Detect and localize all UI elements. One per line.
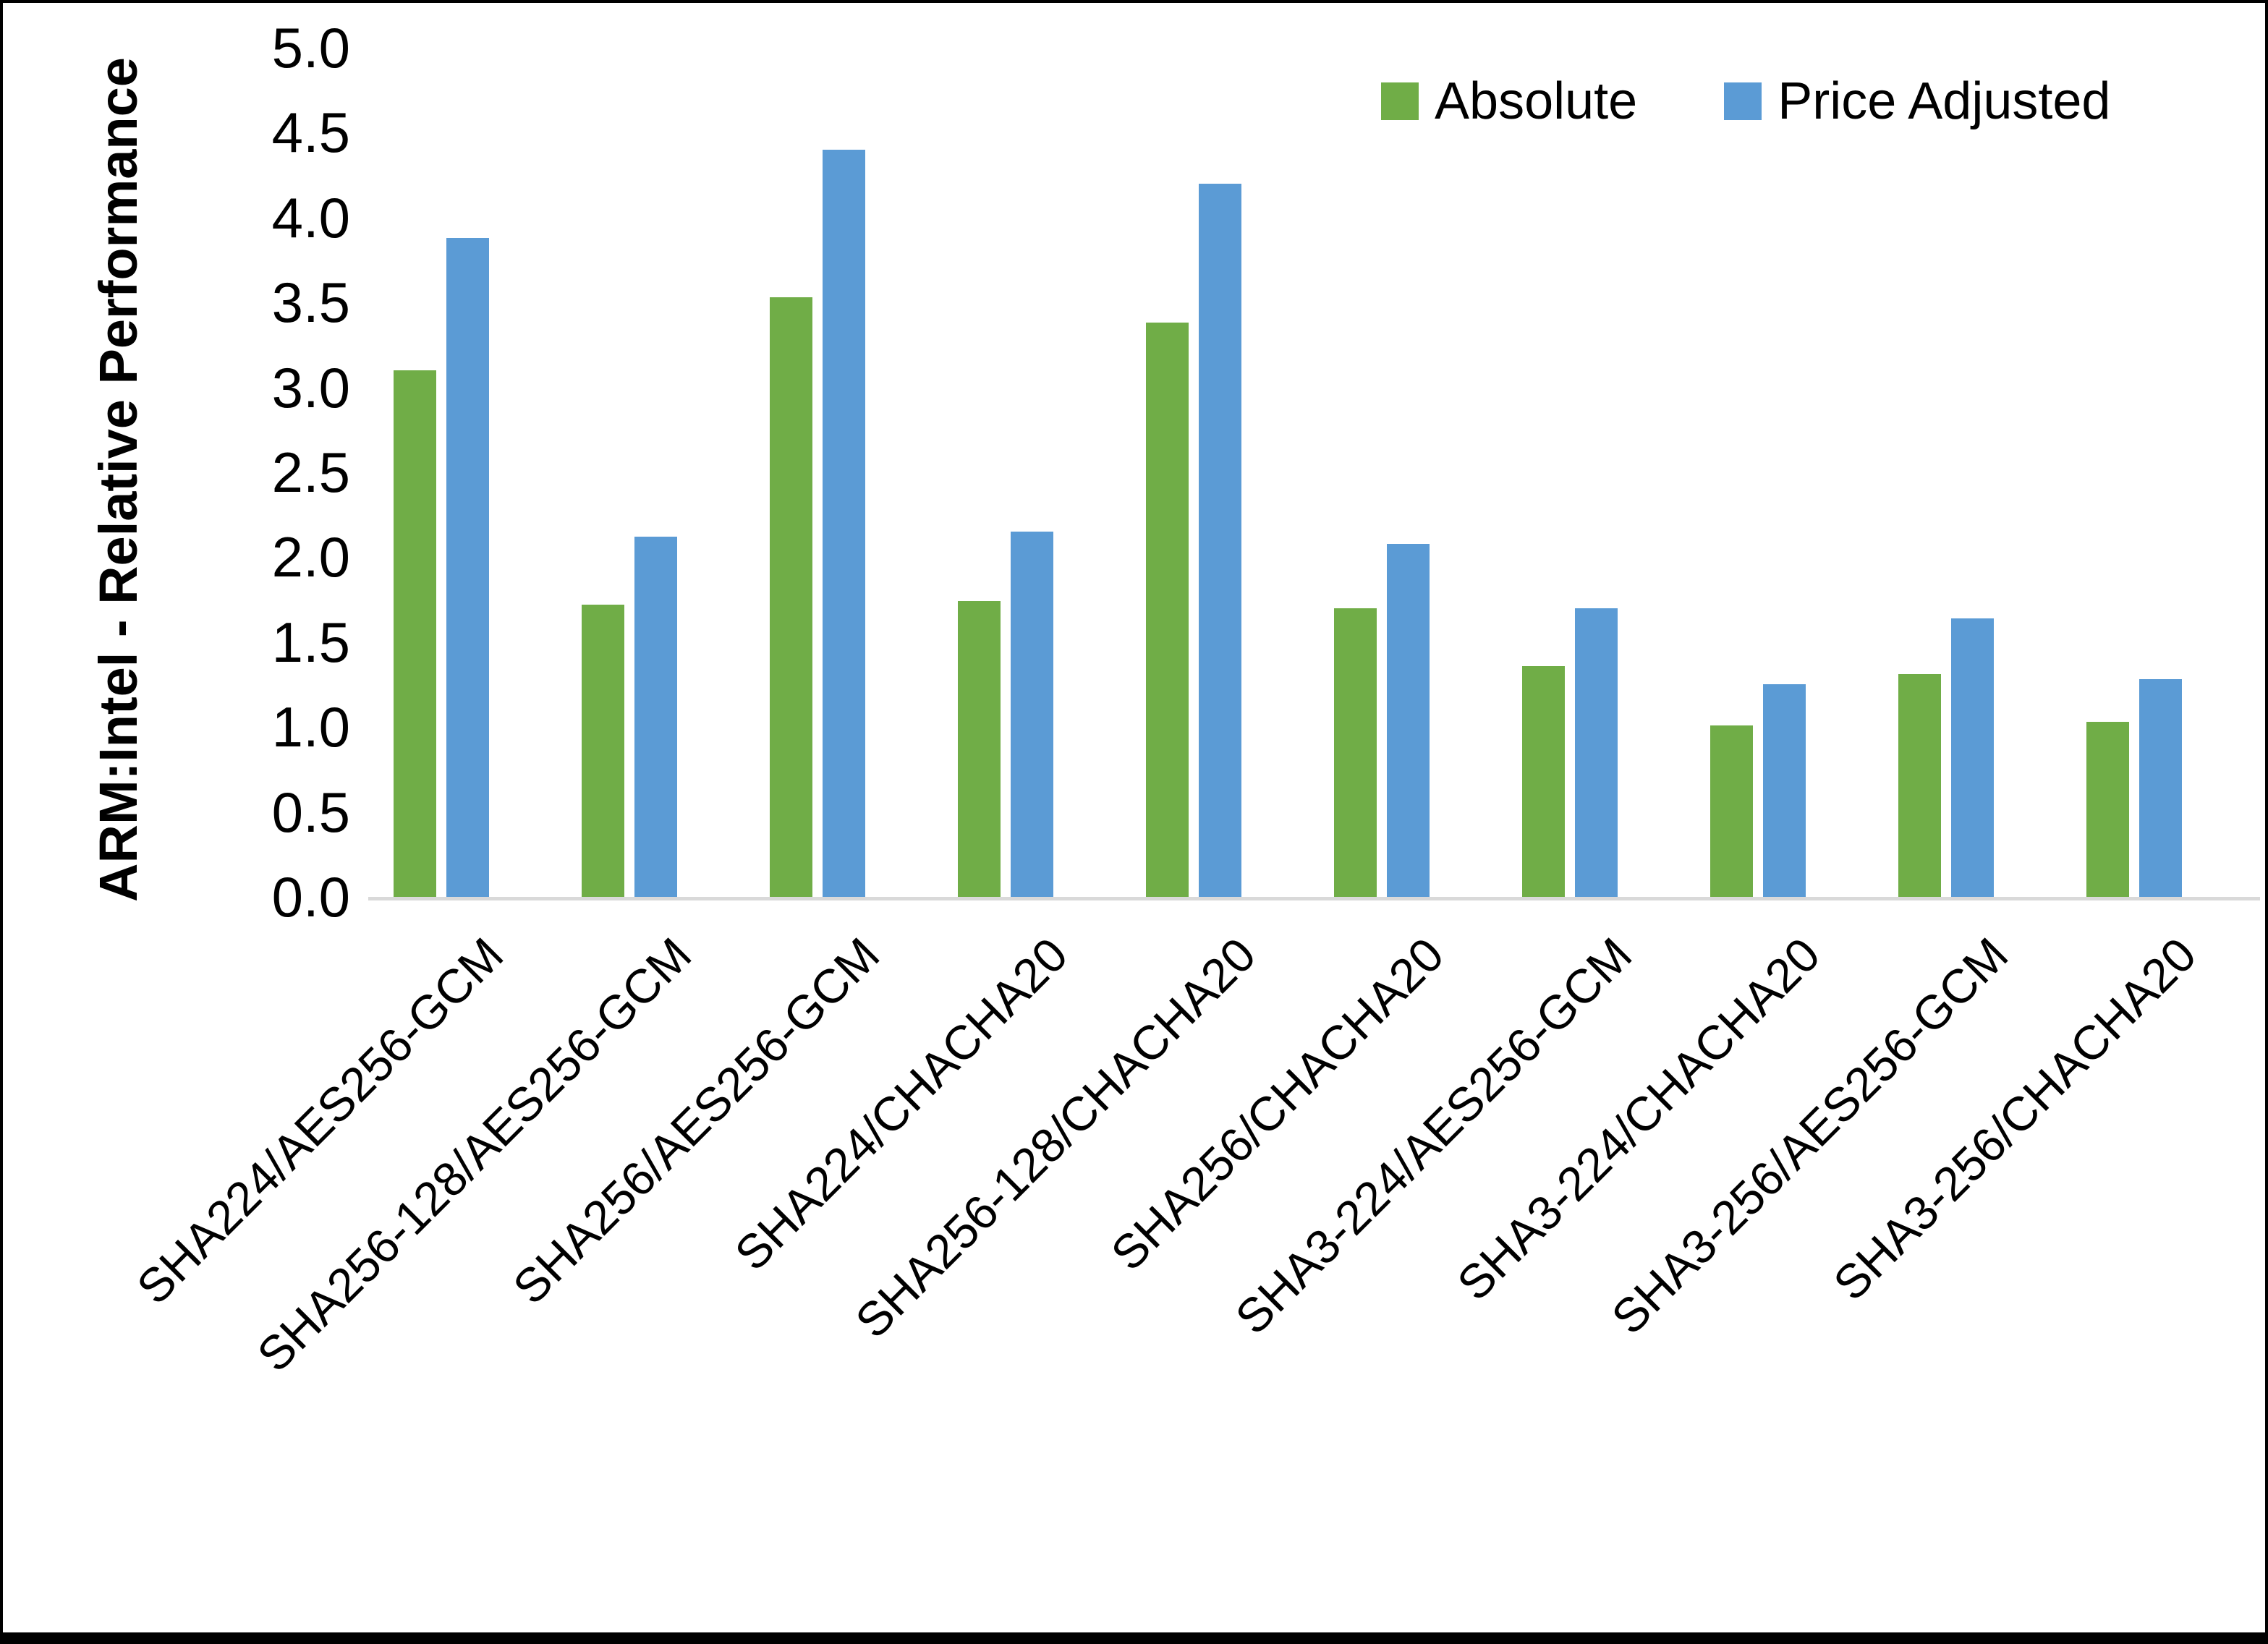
legend-item-absolute: Absolute: [1381, 72, 1637, 130]
bar-price-adjusted-6: [1575, 608, 1618, 897]
legend: Absolute Price Adjusted: [1381, 72, 2110, 130]
y-tick-0.0: 0.0: [271, 865, 350, 929]
bar-absolute-0: [394, 370, 436, 897]
bar-absolute-5: [1334, 608, 1377, 897]
y-tick-3.0: 3.0: [271, 356, 350, 419]
bar-absolute-7: [1710, 725, 1753, 897]
legend-label: Absolute: [1435, 72, 1638, 130]
bar-price-adjusted-0: [446, 238, 489, 897]
bar-price-adjusted-4: [1199, 184, 1241, 897]
y-tick-4.0: 4.0: [271, 186, 350, 250]
bar-absolute-6: [1522, 666, 1565, 897]
bar-price-adjusted-5: [1387, 544, 1430, 897]
bar-price-adjusted-7: [1763, 684, 1806, 897]
y-tick-0.5: 0.5: [271, 780, 350, 844]
bar-absolute-8: [1898, 674, 1941, 897]
y-tick-5.0: 5.0: [271, 16, 350, 80]
bar-price-adjusted-3: [1011, 532, 1053, 897]
bar-price-adjusted-9: [2139, 679, 2182, 897]
bar-absolute-3: [958, 601, 1001, 897]
bar-absolute-9: [2086, 722, 2129, 897]
y-tick-2.0: 2.0: [271, 525, 350, 589]
bar-absolute-1: [582, 605, 624, 897]
legend-item-price-adjusted: Price Adjusted: [1724, 72, 2110, 130]
y-axis-title: ARM:Intel - Relative Performance: [88, 57, 148, 902]
y-tick-1.0: 1.0: [271, 695, 350, 759]
legend-swatch-icon: [1724, 82, 1762, 120]
y-tick-2.5: 2.5: [271, 440, 350, 504]
plot-area: [368, 48, 2260, 900]
y-tick-4.5: 4.5: [271, 101, 350, 164]
bar-price-adjusted-8: [1951, 618, 1994, 897]
y-tick-3.5: 3.5: [271, 271, 350, 334]
bar-price-adjusted-1: [634, 537, 677, 897]
legend-label: Price Adjusted: [1778, 72, 2111, 130]
y-tick-1.5: 1.5: [271, 610, 350, 674]
bar-absolute-2: [770, 297, 812, 897]
bar-absolute-4: [1146, 323, 1189, 897]
legend-swatch-icon: [1381, 82, 1419, 120]
bar-price-adjusted-2: [823, 150, 865, 897]
